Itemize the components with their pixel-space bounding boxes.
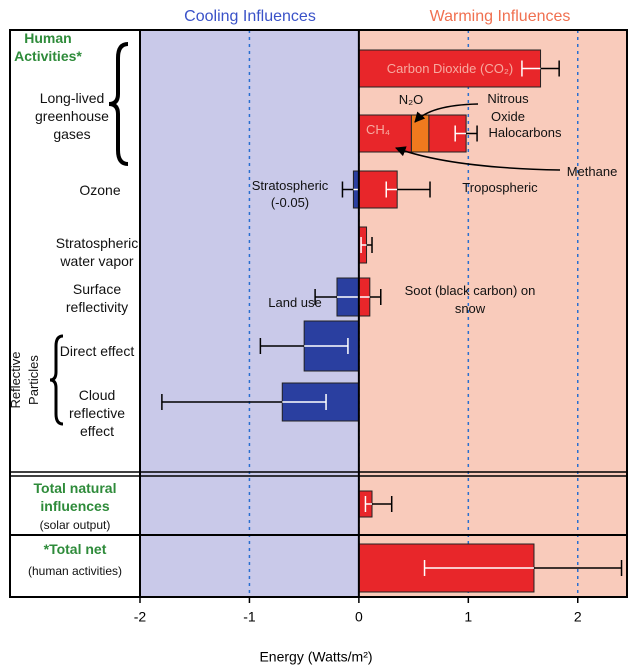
row-sublabel: (human activities) — [27, 564, 123, 578]
row-label: Ozone — [79, 182, 121, 198]
x-axis-label: Energy (Watts/m²) — [259, 649, 372, 665]
bar-label: Stratospheric — [251, 178, 329, 193]
x-tick-label: 1 — [464, 609, 472, 625]
header-warming: Warming Influences — [430, 8, 571, 25]
x-tick-label: -2 — [134, 609, 147, 625]
row-label: Direct effect — [59, 343, 135, 359]
row-label: Cloud reflective effect — [68, 387, 126, 439]
row-label: Stratospheric water vapor — [55, 235, 139, 269]
x-tick-label: -1 — [243, 609, 256, 625]
bar-label: (-0.05) — [270, 195, 310, 210]
row-label: Surface reflectivity — [65, 281, 129, 315]
bar — [410, 114, 430, 153]
bar-label: Carbon Dioxide (CO₂) — [386, 61, 514, 76]
header-cooling: Cooling Influences — [184, 8, 316, 25]
frame — [9, 29, 628, 598]
group-label: Human Activities* — [14, 30, 82, 64]
bar-label: Land use — [268, 295, 322, 310]
x-tick-label: 2 — [574, 609, 582, 625]
bar-label: Methane — [566, 164, 618, 179]
bar-label: Tropospheric — [462, 180, 538, 195]
row-label: Long-lived greenhouse gases — [35, 90, 109, 142]
cooling-region — [140, 30, 359, 597]
bar-label: Soot (black carbon) on snow — [404, 283, 536, 316]
row-label: Total natural influences — [33, 480, 117, 514]
callout-arrow — [414, 103, 479, 123]
row-label: *Total net — [43, 541, 107, 557]
group-label: Reflective Particles — [8, 351, 41, 409]
row-sublabel: (solar output) — [39, 518, 111, 532]
brace — [49, 334, 64, 426]
brace — [108, 42, 129, 166]
bar-label: CH₄ — [365, 122, 391, 137]
bar-label: Halocarbons — [488, 125, 562, 140]
bar-label: Nitrous Oxide — [487, 91, 529, 124]
callout-arrow — [395, 146, 561, 171]
x-tick-label: 0 — [355, 609, 363, 625]
bar — [358, 114, 412, 153]
bar-label: N₂O — [398, 92, 424, 107]
